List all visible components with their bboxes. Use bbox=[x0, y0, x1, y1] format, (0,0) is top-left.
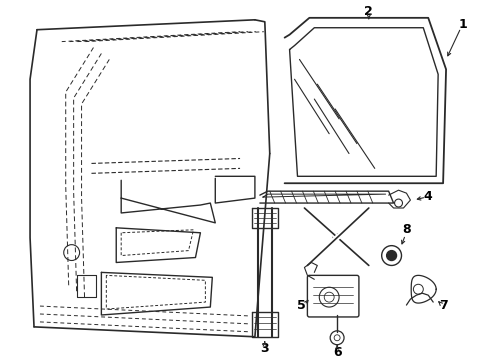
Circle shape bbox=[387, 251, 396, 261]
FancyBboxPatch shape bbox=[307, 275, 359, 317]
Text: 8: 8 bbox=[402, 223, 411, 236]
Text: 3: 3 bbox=[261, 342, 269, 355]
Text: 6: 6 bbox=[333, 346, 342, 359]
Text: 5: 5 bbox=[297, 298, 306, 311]
Text: 2: 2 bbox=[365, 5, 373, 18]
Text: 1: 1 bbox=[459, 18, 467, 31]
Text: 4: 4 bbox=[424, 190, 433, 203]
Circle shape bbox=[333, 234, 339, 240]
Text: 7: 7 bbox=[439, 298, 447, 311]
